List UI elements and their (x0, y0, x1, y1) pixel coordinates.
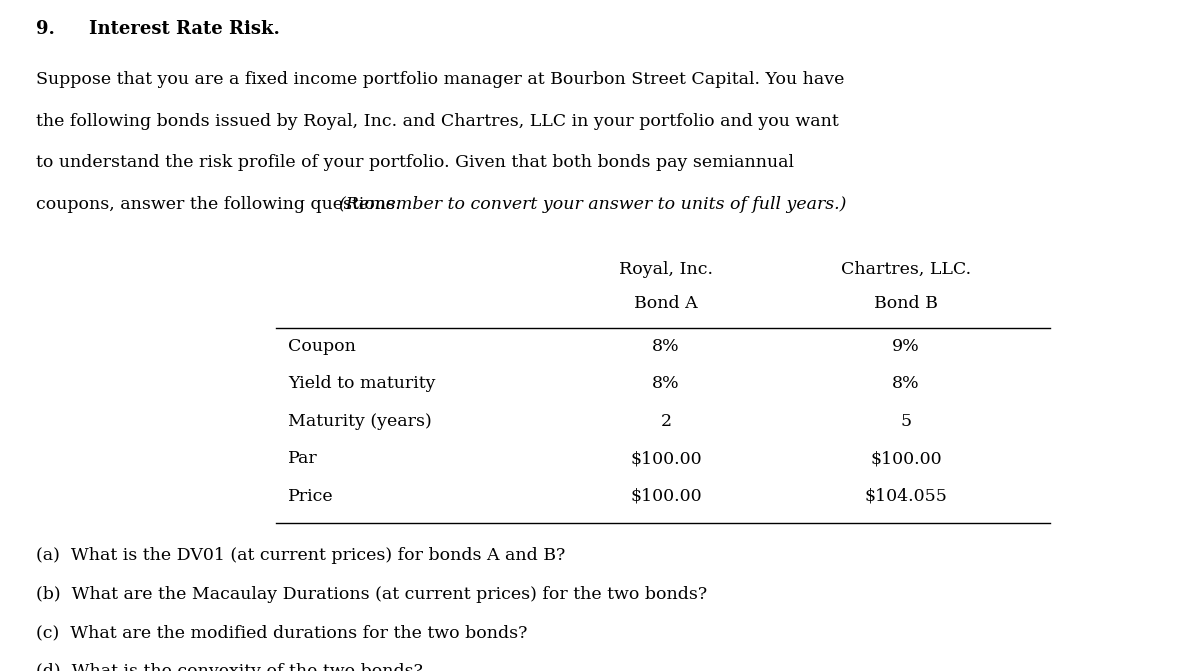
Text: (c)  What are the modified durations for the two bonds?: (c) What are the modified durations for … (36, 624, 527, 641)
Text: Maturity (years): Maturity (years) (288, 413, 432, 430)
Text: (Remember to convert your answer to units of full years.): (Remember to convert your answer to unit… (338, 196, 846, 213)
Text: 8%: 8% (652, 338, 680, 355)
Text: 5: 5 (900, 413, 912, 430)
Text: Yield to maturity: Yield to maturity (288, 376, 436, 393)
Text: Price: Price (288, 488, 334, 505)
Text: $104.055: $104.055 (864, 488, 948, 505)
Text: $100.00: $100.00 (870, 450, 942, 468)
Text: (b)  What are the Macaulay Durations (at current prices) for the two bonds?: (b) What are the Macaulay Durations (at … (36, 586, 707, 603)
Text: $100.00: $100.00 (630, 488, 702, 505)
Text: Coupon: Coupon (288, 338, 356, 355)
Text: 8%: 8% (652, 376, 680, 393)
Text: (a)  What is the DV01 (at current prices) for bonds A and B?: (a) What is the DV01 (at current prices)… (36, 547, 565, 564)
Text: Royal, Inc.: Royal, Inc. (619, 261, 713, 278)
Text: $100.00: $100.00 (630, 450, 702, 468)
Text: Bond B: Bond B (874, 295, 938, 312)
Text: Interest Rate Risk.: Interest Rate Risk. (89, 20, 280, 38)
Text: Suppose that you are a fixed income portfolio manager at Bourbon Street Capital.: Suppose that you are a fixed income port… (36, 71, 845, 88)
Text: to understand the risk profile of your portfolio. Given that both bonds pay semi: to understand the risk profile of your p… (36, 154, 794, 172)
Text: the following bonds issued by Royal, Inc. and Chartres, LLC in your portfolio an: the following bonds issued by Royal, Inc… (36, 113, 839, 130)
Text: Chartres, LLC.: Chartres, LLC. (841, 261, 971, 278)
Text: 9.: 9. (36, 20, 55, 38)
Text: coupons, answer the following questions.: coupons, answer the following questions. (36, 196, 406, 213)
Text: 9%: 9% (892, 338, 920, 355)
Text: 2: 2 (660, 413, 672, 430)
Text: 8%: 8% (892, 376, 920, 393)
Text: Par: Par (288, 450, 318, 468)
Text: Bond A: Bond A (634, 295, 698, 312)
Text: (d)  What is the convexity of the two bonds?: (d) What is the convexity of the two bon… (36, 663, 422, 671)
